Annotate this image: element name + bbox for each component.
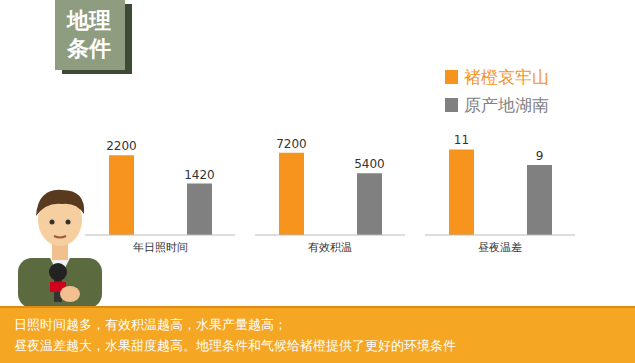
svg-text:7200: 7200: [276, 137, 307, 151]
svg-text:有效积温: 有效积温: [308, 241, 352, 254]
svg-text:5400: 5400: [354, 157, 385, 171]
html-text:原产地湖南: 原产地湖南: [464, 94, 549, 115]
html-text:地理条件: 地理条件: [67, 8, 111, 61]
svg-text:9: 9: [536, 149, 544, 163]
svg-text:11: 11: [454, 133, 469, 147]
svg-text:年日照时间: 年日照时间: [133, 241, 188, 254]
html-text:昼夜温差越大，水果甜度越高。地理条件和气候给褚橙提供了更好的: 昼夜温差越大，水果甜度越高。地理条件和气候给褚橙提供了更好的环境条件: [14, 338, 456, 353]
svg-text:1420: 1420: [184, 168, 215, 182]
html-text:褚橙哀牢山: 褚橙哀牢山: [464, 66, 549, 87]
html-text:日照时间越多，有效积温越高，水果产量越高；: 日照时间越多，有效积温越高，水果产量越高；: [14, 317, 287, 332]
svg-text:昼夜温差: 昼夜温差: [478, 241, 522, 254]
svg-text:2200: 2200: [106, 139, 137, 153]
